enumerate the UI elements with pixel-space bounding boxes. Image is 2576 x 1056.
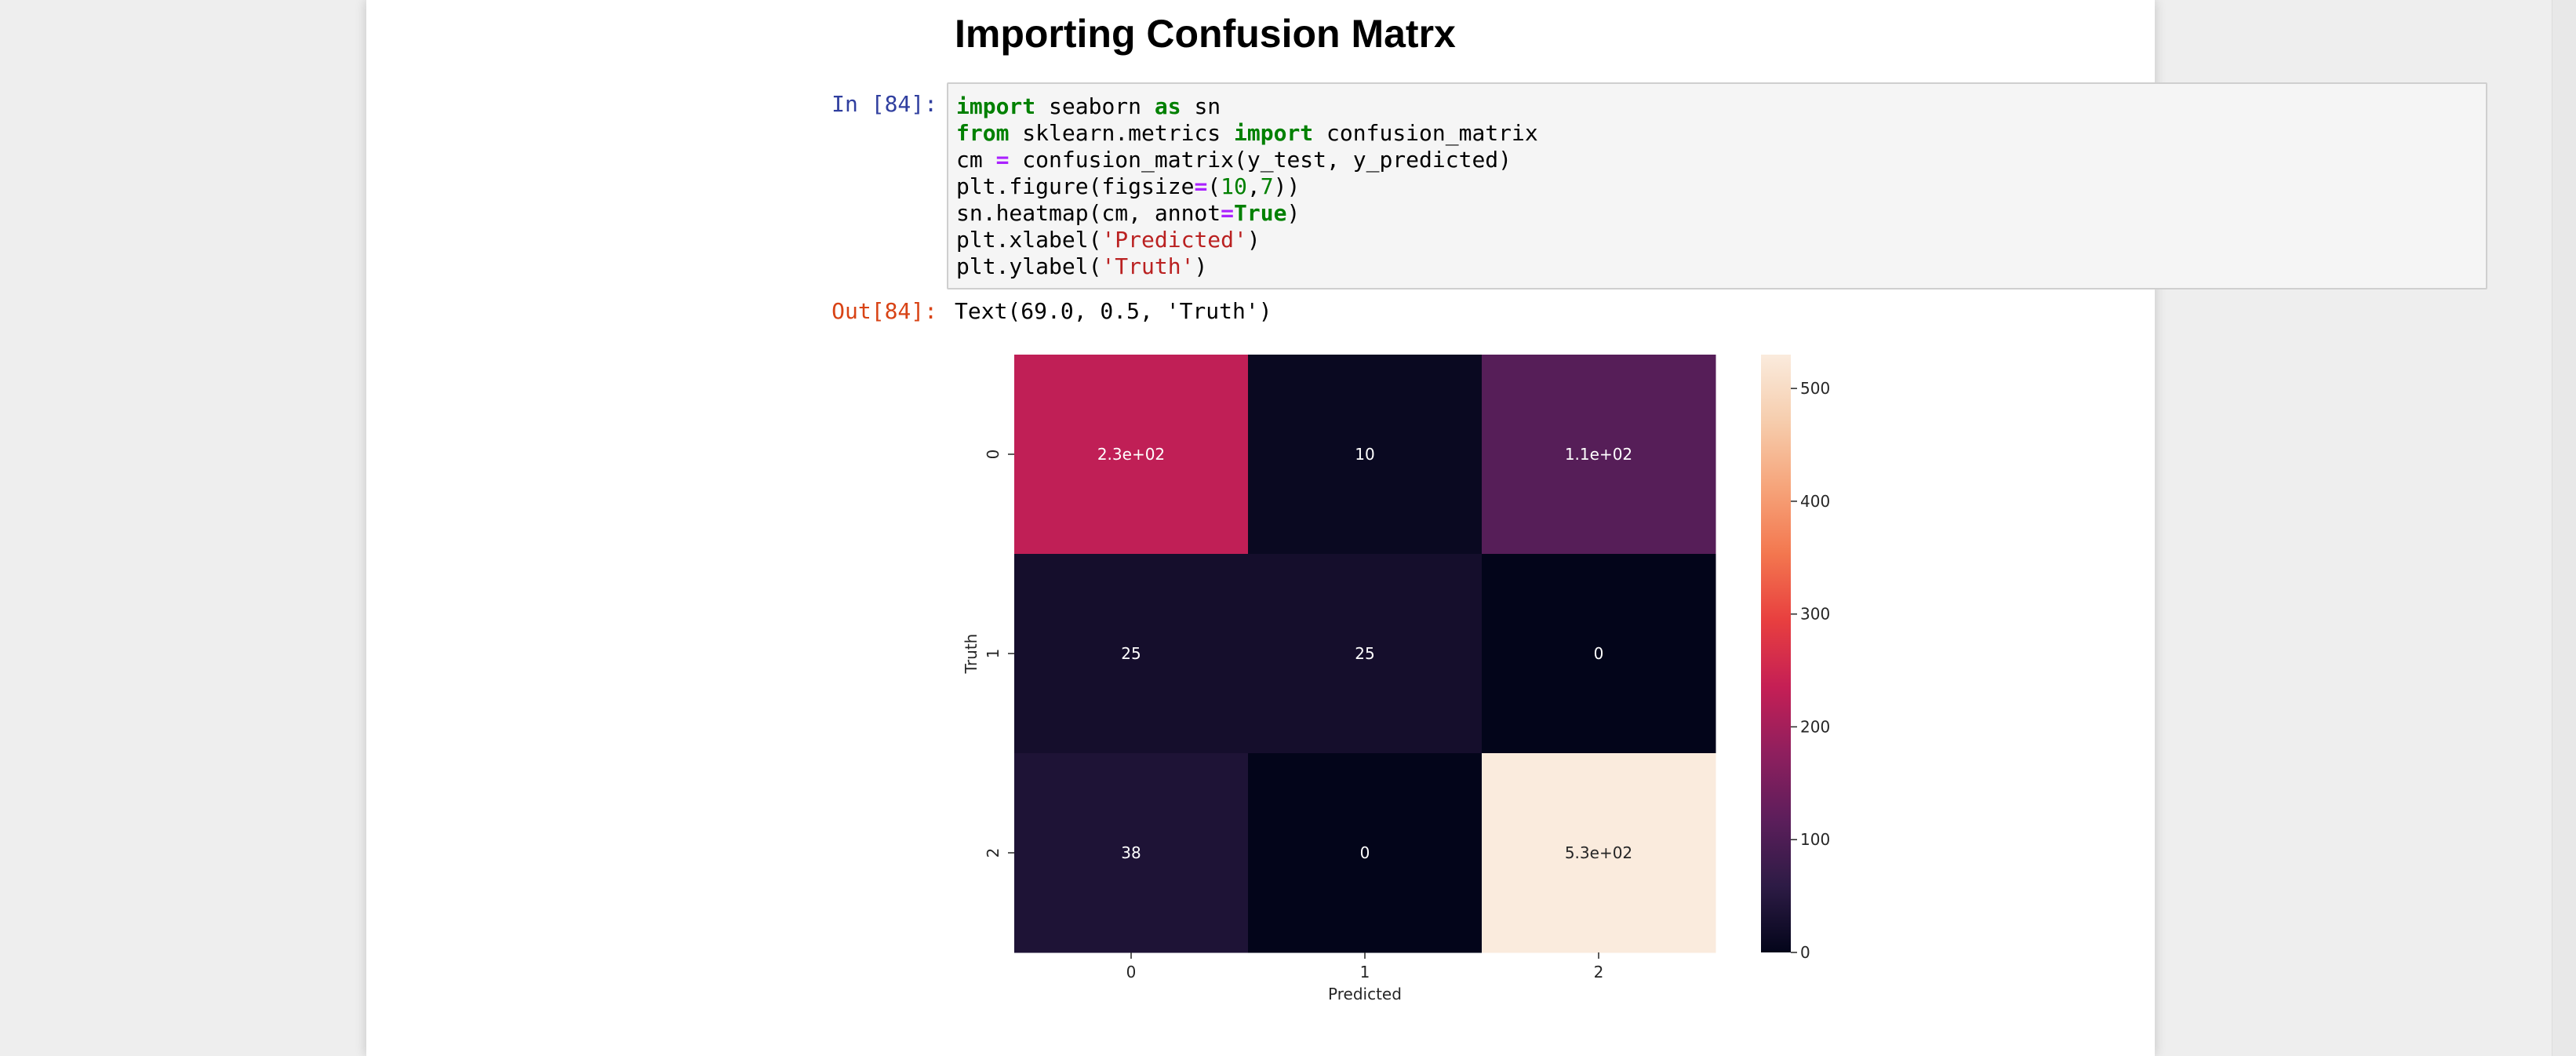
code-token: import: [956, 93, 1036, 119]
code-token: 7: [1260, 173, 1274, 199]
colorbar-tick-label: 100: [1800, 830, 1830, 849]
code-token: sn.heatmap(cm, annot: [956, 200, 1221, 226]
cell-annotation: 10: [1355, 445, 1374, 464]
code-line: plt.xlabel('Predicted'): [956, 227, 1261, 253]
code-token: ,: [1246, 173, 1261, 199]
colorbar-tick-label: 300: [1800, 605, 1830, 624]
code-cell[interactable]: import seaborn as sn from sklearn.metric…: [947, 82, 2487, 289]
code-token: ): [1246, 227, 1261, 253]
code-token: sklearn.metrics: [1009, 120, 1235, 146]
cell-annotation: 25: [1355, 644, 1374, 663]
code-editor[interactable]: import seaborn as sn from sklearn.metric…: [956, 93, 1538, 280]
heatmap-cell: [1014, 355, 1249, 555]
code-token: from: [956, 120, 1010, 146]
code-line: from sklearn.metrics import confusion_ma…: [956, 120, 1538, 146]
input-prompt: In [84]:: [831, 91, 937, 117]
section-heading: Importing Confusion Matrx: [955, 12, 1456, 56]
y-tick-label: 0: [984, 450, 1002, 460]
code-token: =: [1221, 200, 1235, 226]
heatmap-cell: [1482, 753, 1716, 953]
cell-annotation: 1.1e+02: [1565, 445, 1632, 464]
x-tick-label: 0: [1126, 963, 1137, 981]
y-axis-label: Truth: [962, 634, 981, 675]
y-tick-label: 2: [984, 848, 1002, 858]
code-token: ): [1194, 253, 1208, 279]
heatmap-cell: [1482, 355, 1716, 555]
heatmap-axes: 0 1 2 Predicted 0 1 2 Truth: [962, 450, 1603, 1003]
code-line: plt.figure(figsize=(10,7)): [956, 173, 1300, 199]
heatmap-cell: [1248, 355, 1483, 555]
cell-annotation: 5.3e+02: [1565, 843, 1632, 862]
code-token: ): [1286, 200, 1301, 226]
code-token: confusion_matrix: [1313, 120, 1538, 146]
heatmap-cells: 2.3e+02 10 1.1e+02 25 25 0 38 0 5.3e+02: [1014, 355, 1716, 953]
code-token: plt.xlabel(: [956, 227, 1102, 253]
cell-annotation: 0: [1360, 843, 1370, 862]
x-axis-label: Predicted: [1328, 985, 1402, 1003]
x-tick-label: 2: [1594, 963, 1604, 981]
code-line: import seaborn as sn: [956, 93, 1221, 119]
cell-annotation: 25: [1121, 644, 1141, 663]
code-line: plt.ylabel('Truth'): [956, 253, 1207, 279]
code-token: =: [1194, 173, 1208, 199]
code-token: 'Predicted': [1101, 227, 1247, 253]
cell-annotation: 2.3e+02: [1097, 445, 1165, 464]
heatmap-cell: [1482, 554, 1716, 754]
colorbar: 0 100 200 300 400 500: [1761, 355, 1830, 962]
notebook-page: Importing Confusion Matrx In [84]: impor…: [366, 0, 2487, 1056]
y-tick-label: 1: [984, 649, 1002, 659]
heatmap-cell: [1248, 753, 1483, 953]
code-token: 10: [1221, 173, 1247, 199]
code-token: 'Truth': [1101, 253, 1195, 279]
code-token: True: [1234, 200, 1287, 226]
code-token: sn: [1181, 93, 1221, 119]
code-token: =: [995, 147, 1010, 173]
colorbar-tick-label: 0: [1800, 943, 1810, 962]
code-token: import: [1234, 120, 1314, 146]
code-line: sn.heatmap(cm, annot=True): [956, 200, 1300, 226]
cell-annotation: 38: [1121, 843, 1141, 862]
code-line: cm = confusion_matrix(y_test, y_predicte…: [956, 147, 1512, 173]
colorbar-tick-label: 400: [1800, 492, 1830, 511]
code-token: (: [1207, 173, 1221, 199]
output-text: Text(69.0, 0.5, 'Truth'): [955, 298, 1272, 324]
x-tick-label: 1: [1360, 963, 1370, 981]
code-token: plt.figure(figsize: [956, 173, 1195, 199]
colorbar-gradient: [1761, 355, 1791, 952]
vertical-scrollbar[interactable]: [2552, 0, 2576, 1056]
heatmap-cell: [1014, 554, 1249, 754]
code-token: )): [1273, 173, 1301, 199]
code-token: plt.ylabel(: [956, 253, 1102, 279]
code-token: confusion_matrix(y_test, y_predicted): [1009, 147, 1512, 173]
heatmap-cell: [1014, 753, 1249, 953]
code-token: as: [1154, 93, 1181, 119]
colorbar-tick-label: 200: [1800, 717, 1830, 736]
code-token: cm: [956, 147, 996, 173]
heatmap-cell: [1248, 554, 1483, 754]
colorbar-tick-label: 500: [1800, 379, 1830, 398]
cell-annotation: 0: [1594, 644, 1604, 663]
output-prompt: Out[84]:: [831, 298, 937, 324]
code-token: seaborn: [1035, 93, 1155, 119]
